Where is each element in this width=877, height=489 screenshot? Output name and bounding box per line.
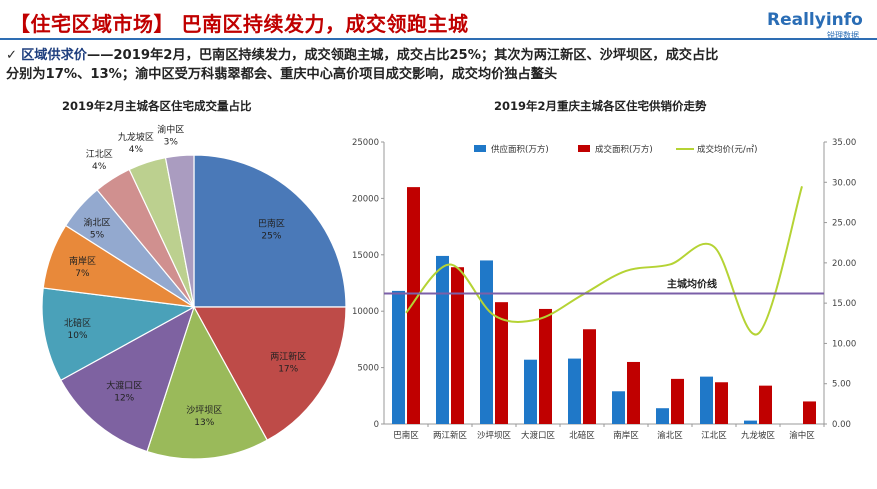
pie-chart: 巴南区 25% 两江新区 17% 沙坪坝区 13% 大渡口区 12% 北碚区 10% 南岸区 7% 渝北…	[41, 124, 347, 460]
left-tick-label: 15000	[352, 251, 379, 261]
pie-slice-label: 渝北区	[84, 217, 111, 229]
summary-lead: 区域供求价	[21, 48, 87, 63]
right-tick-label: 20.00	[832, 259, 856, 269]
pie-slice-percent: 4%	[129, 145, 144, 155]
pie-slice-label: 北碚区	[64, 317, 91, 329]
check-icon: ✓	[6, 48, 18, 63]
deal-bar	[583, 329, 596, 424]
legend-label: 供应面积(万方)	[491, 144, 549, 155]
right-tick-label: 35.00	[832, 138, 856, 148]
category-label: 巴南区	[393, 430, 419, 441]
supply-bar	[700, 376, 713, 424]
pie-slice-percent: 25%	[261, 232, 281, 242]
deal-bar	[627, 361, 640, 424]
summary-paragraph: ✓ 区域供求价——2019年2月，巴南区持续发力，成交领跑主城，成交占比25%；其…	[6, 46, 866, 84]
deal-bar	[539, 308, 552, 424]
pie-slice-percent: 12%	[114, 393, 134, 403]
category-label: 渝北区	[657, 430, 683, 441]
pie-chart-title: 2019年2月主城各区住宅成交量占比	[62, 99, 252, 113]
pie-slice	[164, 154, 195, 308]
right-tick-label: 5.00	[832, 380, 851, 390]
right-tick-label: 10.00	[832, 339, 856, 349]
logo-text: Reallyinfo	[767, 10, 863, 30]
pie-slice-percent: 4%	[92, 162, 107, 172]
pie-slice-label: 沙坪坝区	[186, 405, 222, 416]
legend-label: 成交均价(元/㎡)	[697, 144, 758, 155]
category-label: 江北区	[701, 431, 727, 441]
legend-label: 成交面积(万方)	[595, 144, 653, 155]
supply-bar	[524, 359, 537, 424]
supply-bar	[480, 260, 493, 424]
deal-bar	[715, 382, 728, 424]
category-label: 两江新区	[433, 430, 468, 441]
left-tick-label: 20000	[352, 194, 379, 204]
pie-slice-percent: 17%	[278, 365, 298, 375]
supply-bar	[656, 408, 669, 424]
pie-slice	[192, 306, 347, 442]
deal-bar	[451, 267, 464, 424]
pie-slice-label: 巴南区	[258, 218, 285, 230]
company-logo: Reallyinfo 锐理数据	[767, 10, 863, 40]
left-tick-label: 0	[374, 420, 379, 430]
left-tick-label: 10000	[352, 307, 379, 317]
avg-price-line-label: 主城均价线	[667, 277, 717, 290]
pie-slice-percent: 7%	[75, 269, 90, 279]
supply-bar	[392, 290, 405, 424]
deal-bar	[671, 378, 684, 424]
price-line	[405, 186, 803, 336]
pie-slice-label: 南岸区	[69, 255, 96, 267]
deal-bar	[495, 302, 508, 424]
category-label: 北碚区	[569, 430, 595, 441]
supply-bar	[744, 420, 757, 424]
pie-slice-label: 九龙坡区	[118, 131, 154, 143]
supply-bar	[612, 391, 625, 424]
pie-slice-percent: 13%	[194, 418, 214, 428]
title-divider	[0, 38, 877, 40]
category-label: 大渡口区	[521, 430, 556, 441]
supply-bar	[436, 255, 449, 424]
pie-slice	[146, 305, 269, 460]
deal-bar	[759, 385, 772, 424]
deal-bar	[407, 187, 420, 424]
right-tick-label: 30.00	[832, 178, 856, 188]
left-tick-label: 25000	[352, 138, 379, 148]
slide-title: 【住宅区域市场】 巴南区持续发力，成交领跑主城	[10, 12, 469, 36]
pie-slice	[193, 154, 347, 308]
pie-slice	[59, 305, 196, 453]
pie-slice-label: 两江新区	[270, 351, 306, 363]
category-label: 渝中区	[789, 430, 815, 441]
pie-slice-percent: 3%	[164, 138, 179, 148]
combo-chart: 0 5000 10000 15000 20000 25000 0.00 5.00 10.00 15…	[352, 138, 856, 441]
right-tick-label: 15.00	[832, 299, 856, 309]
summary-line-1: ——2019年2月，巴南区持续发力，成交领跑主城，成交占比25%；其次为两江新区…	[87, 48, 719, 63]
right-tick-label: 0.00	[832, 420, 851, 430]
pie-slice	[41, 287, 196, 382]
pie-slice-percent: 5%	[90, 231, 105, 241]
deal-bar	[803, 401, 816, 424]
supply-bar	[568, 358, 581, 424]
pie-slice-label: 江北区	[86, 149, 113, 160]
right-tick-label: 25.00	[832, 219, 856, 229]
left-tick-label: 5000	[357, 364, 379, 374]
bar-chart-title: 2019年2月重庆主城各区住宅供销价走势	[494, 99, 707, 113]
pie-slice-percent: 10%	[68, 331, 88, 341]
logo-subtext: 锐理数据	[827, 31, 859, 40]
legend-swatch	[474, 145, 486, 152]
category-label: 九龙坡区	[741, 430, 776, 441]
summary-line-2: 分别为17%、13%；渝中区受万科翡翠都会、重庆中心高价项目成交影响，成交均价独…	[6, 67, 558, 82]
category-label: 沙坪坝区	[477, 431, 512, 441]
pie-slice-label: 渝中区	[157, 124, 184, 136]
pie-slice-label: 大渡口区	[106, 379, 142, 391]
legend-swatch	[578, 145, 590, 152]
category-label: 南岸区	[613, 430, 639, 441]
